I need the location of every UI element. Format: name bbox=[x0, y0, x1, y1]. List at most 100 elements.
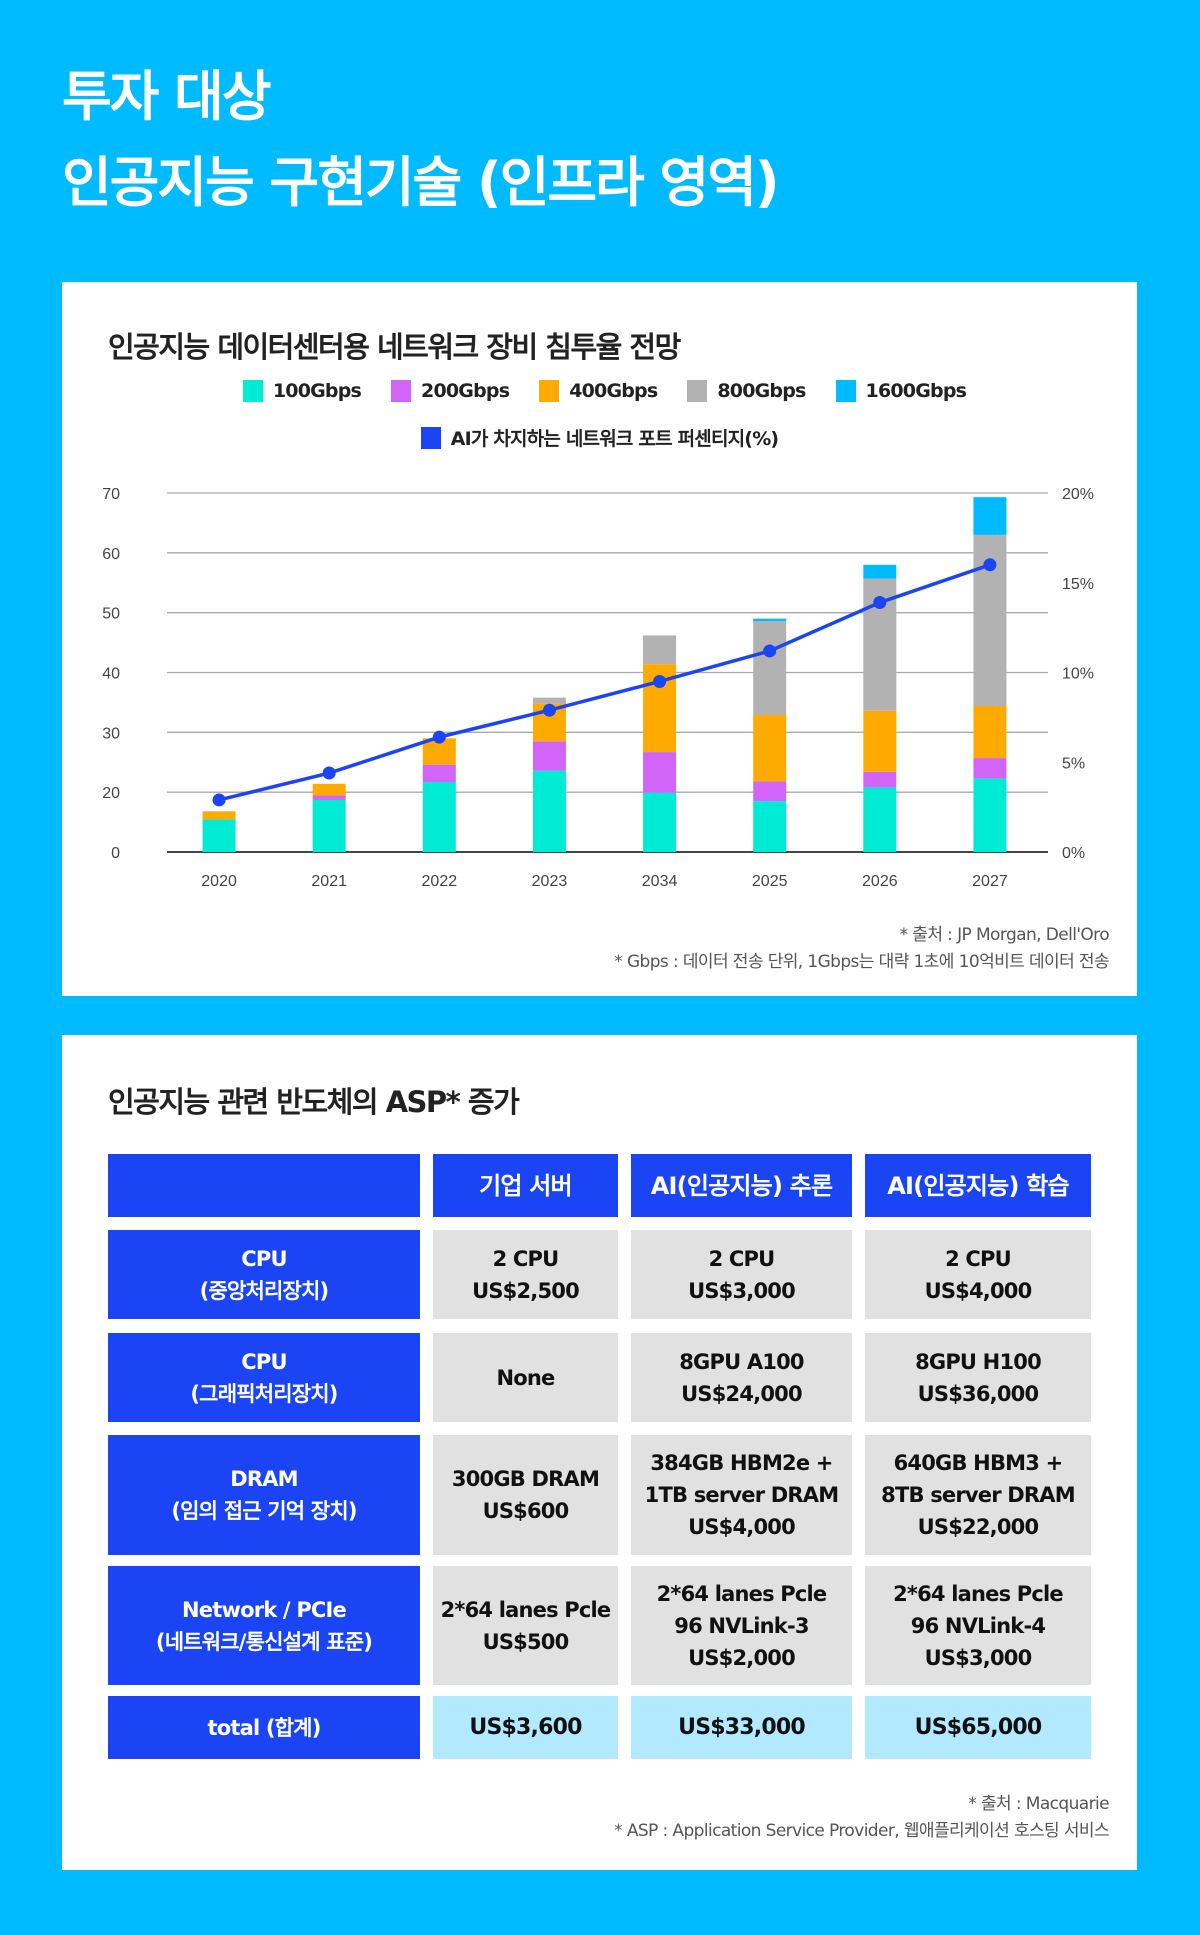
bar-segment-200gbps bbox=[422, 764, 456, 782]
bar-segment-400gbps bbox=[863, 710, 897, 772]
legend-label: 200Gbps bbox=[421, 380, 510, 402]
legend-swatch bbox=[539, 380, 560, 402]
table-total-cell: US$65,000 bbox=[865, 1696, 1091, 1759]
legend-item: 100Gbps bbox=[242, 380, 362, 402]
chart-footnote-gbps: * Gbps : 데이터 전송 단위, 1Gbps는 대략 1초에 10억비트 … bbox=[614, 952, 1109, 972]
bar-segment-400gbps bbox=[753, 714, 787, 782]
table-corner-header bbox=[108, 1154, 420, 1217]
table-column-header: AI(인공지능) 추론 bbox=[631, 1154, 852, 1217]
bar-segment-200gbps bbox=[532, 741, 566, 771]
legend-swatch bbox=[835, 380, 856, 402]
page-title-line1: 투자 대상 bbox=[62, 65, 272, 128]
bar-segment-1600gbps bbox=[863, 564, 897, 579]
left-axis-tick-label: 70 bbox=[102, 486, 120, 503]
table-panel: 인공지능 관련 반도체의 ASP* 증가 기업 서버 AI(인공지능) 추론 AI(… bbox=[62, 1035, 1137, 1870]
chart-footnotes: * 출처 : JP Morgan, Dell'Oro * Gbps : 데이터 … bbox=[614, 922, 1109, 976]
x-axis-tick-label: 2025 bbox=[752, 873, 788, 890]
legend-swatch bbox=[242, 380, 263, 402]
legend-swatch bbox=[420, 426, 441, 449]
table-cell: 2*64 lanes Pcle 96 NVLink-4 US$3,000 bbox=[865, 1566, 1091, 1685]
table-cell: 2 CPU US$4,000 bbox=[865, 1230, 1091, 1319]
legend-item: 200Gbps bbox=[391, 380, 510, 402]
bar-segment-400gbps bbox=[312, 783, 346, 796]
bar-segment-100gbps bbox=[753, 801, 787, 852]
table-cell: 2*64 lanes Pcle 96 NVLink-3 US$2,000 bbox=[631, 1566, 852, 1685]
bar-segment-200gbps bbox=[312, 795, 346, 800]
left-axis-tick-label: 50 bbox=[102, 606, 120, 623]
legend-label: 400Gbps bbox=[569, 380, 658, 402]
chart-plot: 0 20 30 40 50 60 70 0% 5% 10% 15% 20% 2020 2021 2022 20… bbox=[102, 486, 1094, 890]
bar-segment-100gbps bbox=[422, 781, 456, 852]
percentage-point bbox=[983, 558, 997, 572]
x-axis-tick-label: 2023 bbox=[532, 873, 568, 890]
bar-segment-100gbps bbox=[312, 799, 346, 852]
percentage-point bbox=[212, 793, 226, 807]
right-axis-tick-label: 15% bbox=[1062, 576, 1094, 593]
percentage-point bbox=[432, 730, 446, 744]
right-axis-tick-label: 10% bbox=[1062, 666, 1094, 683]
legend-swatch bbox=[687, 380, 708, 402]
table-cell: 2 CPU US$2,500 bbox=[433, 1230, 618, 1319]
percentage-point bbox=[653, 674, 667, 688]
chart-footnote-source: * 출처 : JP Morgan, Dell'Oro bbox=[899, 925, 1110, 945]
table-footnotes: * 출처 : Macquarie * ASP : Application Ser… bbox=[614, 1791, 1109, 1845]
table-footnote-source: * 출처 : Macquarie bbox=[968, 1794, 1109, 1814]
bar-segment-800gbps bbox=[753, 621, 787, 715]
table-row-header: Network / PCIe (네트워크/통신설계 표준) bbox=[108, 1566, 420, 1685]
right-axis-tick-label: 5% bbox=[1062, 755, 1085, 772]
x-axis-tick-label: 2027 bbox=[972, 873, 1008, 890]
left-axis-tick-label: 20 bbox=[102, 785, 120, 802]
table-cell: 640GB HBM3 + 8TB server DRAM US$22,000 bbox=[865, 1435, 1091, 1555]
legend: 100Gbps 200Gbps 400Gbps 800Gbps 1600Gbps bbox=[62, 380, 1137, 402]
table-row-header: CPU (중앙처리장치) bbox=[108, 1230, 420, 1319]
percentage-point bbox=[873, 595, 887, 609]
table-footnote-asp: * ASP : Application Service Provider, 웹애… bbox=[614, 1821, 1109, 1841]
table-cell: 2*64 lanes Pcle US$500 bbox=[433, 1566, 618, 1685]
bar-segment-100gbps bbox=[202, 819, 236, 852]
table-total-cell: US$3,600 bbox=[433, 1696, 618, 1759]
legend-label: 800Gbps bbox=[717, 380, 806, 402]
table-cell: 8GPU H100 US$36,000 bbox=[865, 1333, 1091, 1422]
legend-item: 800Gbps bbox=[687, 380, 806, 402]
table-row-header: CPU (그래픽처리장치) bbox=[108, 1333, 420, 1422]
table-column-header: 기업 서버 bbox=[433, 1154, 618, 1217]
table-total-cell: US$33,000 bbox=[631, 1696, 852, 1759]
bar-segment-1600gbps bbox=[973, 497, 1007, 535]
bar-segment-200gbps bbox=[753, 781, 787, 802]
percentage-point bbox=[542, 703, 556, 717]
percentage-point bbox=[322, 766, 336, 780]
left-axis-tick-label: 0 bbox=[111, 845, 120, 862]
table-cell: None bbox=[433, 1333, 618, 1422]
table-total-label: total (합계) bbox=[108, 1696, 420, 1759]
chart-title: 인공지능 데이터센터용 네트워크 장비 침투율 전망 bbox=[108, 330, 681, 364]
table-row-header: DRAM (임의 접근 기억 장치) bbox=[108, 1435, 420, 1555]
table-cell: 8GPU A100 US$24,000 bbox=[631, 1333, 852, 1422]
legend-line: AI가 차지하는 네트워크 포트 퍼센티지(%) bbox=[62, 424, 1137, 451]
percentage-line bbox=[218, 563, 991, 802]
x-axis-tick-label: 2020 bbox=[201, 873, 237, 890]
x-axis-tick-label: 2022 bbox=[422, 873, 458, 890]
left-axis-tick-label: 60 bbox=[102, 546, 120, 563]
legend-label: AI가 차지하는 네트워크 포트 퍼센티지(%) bbox=[450, 428, 779, 450]
table-cell: 300GB DRAM US$600 bbox=[433, 1435, 618, 1555]
bar-segment-200gbps bbox=[973, 758, 1007, 779]
bar-segment-100gbps bbox=[532, 770, 566, 852]
bar-segment-400gbps bbox=[973, 706, 1007, 759]
legend-item: 1600Gbps bbox=[835, 380, 967, 402]
bar-segment-100gbps bbox=[973, 778, 1007, 852]
percentage-point bbox=[763, 644, 777, 658]
right-axis-tick-label: 0% bbox=[1062, 845, 1085, 862]
legend-item: AI가 차지하는 네트워크 포트 퍼센티지(%) bbox=[420, 424, 779, 451]
table-column-header: AI(인공지능) 학습 bbox=[865, 1154, 1091, 1217]
bar-segment-400gbps bbox=[202, 811, 236, 820]
x-axis-tick-label: 2034 bbox=[642, 873, 678, 890]
bar-segment-200gbps bbox=[863, 771, 897, 788]
chart-panel: 인공지능 데이터센터용 네트워크 장비 침투율 전망 100Gbps 200Gbp… bbox=[62, 282, 1137, 996]
left-axis-tick-label: 30 bbox=[102, 725, 120, 742]
right-axis-tick-label: 20% bbox=[1062, 486, 1094, 503]
legend-label: 1600Gbps bbox=[865, 380, 967, 402]
bar-segment-1600gbps bbox=[753, 618, 787, 622]
bar-segment-100gbps bbox=[643, 792, 677, 852]
left-axis-tick-label: 40 bbox=[102, 666, 120, 683]
table-cell: 2 CPU US$3,000 bbox=[631, 1230, 852, 1319]
